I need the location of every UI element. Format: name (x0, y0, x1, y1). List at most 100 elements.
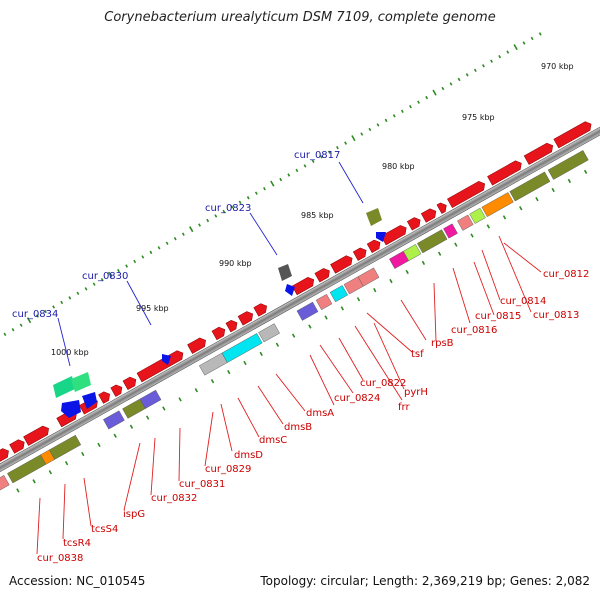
cog-block[interactable] (547, 150, 589, 180)
scale-tick (125, 264, 129, 268)
gene-arrow[interactable] (380, 223, 409, 246)
scale-tick (368, 127, 372, 132)
lower-gene-labels (36, 235, 542, 555)
gene-arrow[interactable] (0, 447, 11, 467)
gene-label[interactable]: tcsS4 (91, 524, 118, 535)
cog-block[interactable] (329, 285, 348, 303)
gene-label[interactable]: ispG (123, 509, 145, 520)
gene-label[interactable]: cur_0814 (500, 296, 546, 307)
cog-block[interactable] (139, 389, 162, 409)
gene-arrow[interactable] (23, 424, 52, 446)
scale-tick (107, 271, 113, 278)
cog-block[interactable] (443, 223, 458, 239)
inner-tick (32, 479, 36, 484)
scale-tick (157, 246, 161, 250)
green-gene-glyph[interactable] (53, 376, 75, 398)
gene-arrow[interactable] (253, 302, 269, 317)
grey-gene-glyph[interactable] (278, 264, 292, 281)
scale-ticks (3, 32, 542, 336)
cog-block[interactable] (0, 475, 10, 494)
scale-tick (351, 135, 356, 142)
gene-arrow[interactable] (136, 349, 185, 383)
gene-arrow[interactable] (420, 207, 438, 223)
scale-tick (263, 186, 266, 191)
gene-arrow[interactable] (211, 325, 227, 341)
gene-label[interactable]: pyrH (404, 387, 428, 398)
gene-label[interactable]: cur_0834 (12, 309, 58, 320)
blue-gene-glyph[interactable] (376, 232, 386, 242)
gene-arrow[interactable] (366, 238, 382, 254)
gene-label[interactable]: tcsR4 (63, 538, 91, 549)
inner-tick (567, 178, 572, 184)
gene-arrow[interactable] (98, 390, 113, 404)
gene-arrow[interactable] (110, 383, 125, 397)
cog-block[interactable] (417, 229, 448, 254)
scale-tick (303, 164, 307, 168)
gene-arrow[interactable] (406, 216, 422, 231)
gene-arrow[interactable] (122, 375, 138, 391)
gene-arrow[interactable] (553, 120, 594, 149)
cog-block[interactable] (509, 171, 551, 202)
gene-label[interactable]: cur_0838 (37, 553, 83, 564)
gene-label[interactable]: frr (398, 402, 410, 413)
blue-gene-glyph[interactable] (285, 284, 295, 296)
blue-gene-glyph[interactable] (61, 400, 81, 418)
gene-arrow[interactable] (330, 254, 355, 274)
cog-block[interactable] (296, 301, 319, 321)
cog-block[interactable] (481, 192, 514, 218)
gene-arrow[interactable] (237, 310, 255, 326)
inner-tick (129, 424, 134, 429)
upper-gene-labels: cur_0817 cur_0823 cur_0830 cur_0834 (12, 150, 364, 367)
gene-label[interactable]: tsf (411, 349, 424, 360)
blue-gene-glyphs (53, 208, 386, 418)
gene-label[interactable]: cur_0832 (151, 493, 197, 504)
gene-arrow[interactable] (447, 179, 487, 208)
gene-label[interactable]: cur_0815 (475, 311, 521, 322)
gene-arrow[interactable] (9, 438, 27, 454)
gene-label[interactable]: dmsD (234, 450, 263, 461)
scale-tick (530, 36, 534, 41)
gene-label[interactable]: dmsC (259, 435, 287, 446)
cog-block[interactable] (48, 434, 82, 460)
gene-label[interactable]: cur_0813 (533, 310, 579, 321)
gene-label[interactable]: dmsB (284, 422, 312, 433)
gene-label[interactable]: cur_0822 (360, 378, 406, 389)
blue-gene-glyph[interactable] (82, 392, 97, 409)
cog-block[interactable] (403, 244, 422, 262)
cog-block[interactable] (457, 214, 474, 231)
scale-label: 995 kbp (136, 304, 169, 313)
gene-arrow[interactable] (187, 336, 209, 354)
blue-gene-glyph[interactable] (162, 354, 171, 365)
gene-label[interactable]: cur_0829 (205, 464, 251, 475)
scale-label: 975 kbp (462, 113, 495, 122)
cog-block[interactable] (258, 323, 280, 343)
gene-label[interactable]: cur_0817 (294, 150, 340, 161)
gene-label[interactable]: cur_0816 (451, 325, 497, 336)
cog-block[interactable] (357, 267, 380, 287)
gene-arrow[interactable] (225, 318, 240, 333)
gene-label[interactable]: dmsA (306, 408, 334, 419)
gene-label[interactable]: rpsB (431, 338, 454, 349)
cog-block[interactable] (469, 207, 486, 224)
cog-block[interactable] (315, 293, 333, 310)
inner-tick (437, 251, 442, 256)
green-gene-glyph[interactable] (71, 372, 91, 392)
gene-arrow[interactable] (352, 246, 368, 261)
gene-arrow[interactable] (487, 159, 524, 186)
gene-arrow[interactable] (291, 275, 316, 296)
scale-tick (238, 200, 242, 205)
olive-gene-glyph[interactable] (366, 208, 382, 226)
gene-label[interactable]: cur_0824 (334, 393, 380, 404)
gene-arrow[interactable] (314, 266, 332, 283)
scale-tick (141, 255, 145, 259)
gene-label[interactable]: cur_0830 (82, 271, 128, 282)
gene-arrow[interactable] (523, 141, 555, 165)
cog-block[interactable] (103, 410, 125, 430)
cog-block[interactable] (221, 333, 263, 363)
gene-arrow[interactable] (436, 201, 449, 214)
scale-tick (19, 323, 23, 327)
gene-label[interactable]: cur_0823 (205, 203, 251, 214)
gene-label[interactable]: cur_0831 (179, 479, 225, 490)
gene-label[interactable]: cur_0812 (543, 269, 589, 280)
